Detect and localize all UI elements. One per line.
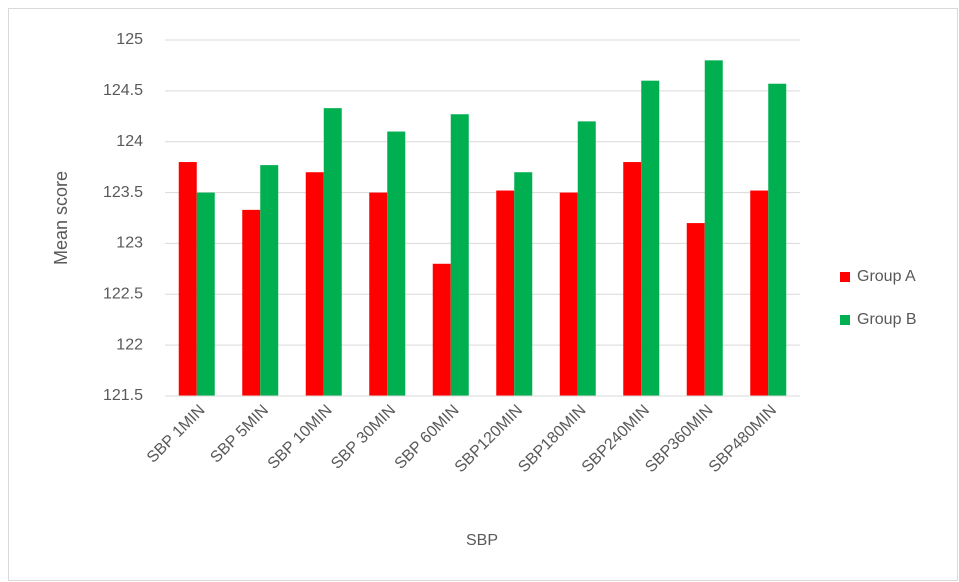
bar: [432, 263, 451, 396]
y-axis-title: Mean score: [51, 171, 71, 265]
bar: [305, 172, 324, 396]
bar: [450, 114, 469, 396]
y-tick-label: 125: [116, 31, 143, 48]
x-axis-title: SBP: [466, 532, 498, 549]
bar: [623, 162, 642, 396]
y-tick-label: 123.5: [103, 184, 143, 201]
bar: [686, 223, 705, 396]
legend-label: Group B: [857, 311, 917, 328]
bar: [577, 121, 596, 396]
bar: [387, 131, 406, 397]
y-tick-label: 124: [116, 133, 143, 150]
bar: [196, 192, 215, 396]
bar: [768, 83, 787, 396]
bar: [641, 80, 660, 396]
bar: [704, 60, 723, 396]
bar: [496, 190, 515, 396]
bar: [559, 192, 578, 396]
bar: [369, 192, 388, 396]
y-tick-label: 124.5: [103, 82, 143, 99]
legend-swatch: [840, 272, 850, 282]
y-tick-label: 123: [116, 235, 143, 252]
bar: [260, 165, 279, 396]
bar: [178, 162, 197, 396]
bar: [514, 172, 533, 396]
legend-swatch: [840, 315, 850, 325]
y-tick-label: 122: [116, 336, 143, 353]
bar: [323, 108, 342, 397]
bar: [242, 209, 261, 396]
y-tick-label: 121.5: [103, 387, 143, 404]
bar: [750, 190, 769, 396]
legend-label: Group A: [857, 268, 916, 285]
y-tick-label: 122.5: [103, 286, 143, 303]
